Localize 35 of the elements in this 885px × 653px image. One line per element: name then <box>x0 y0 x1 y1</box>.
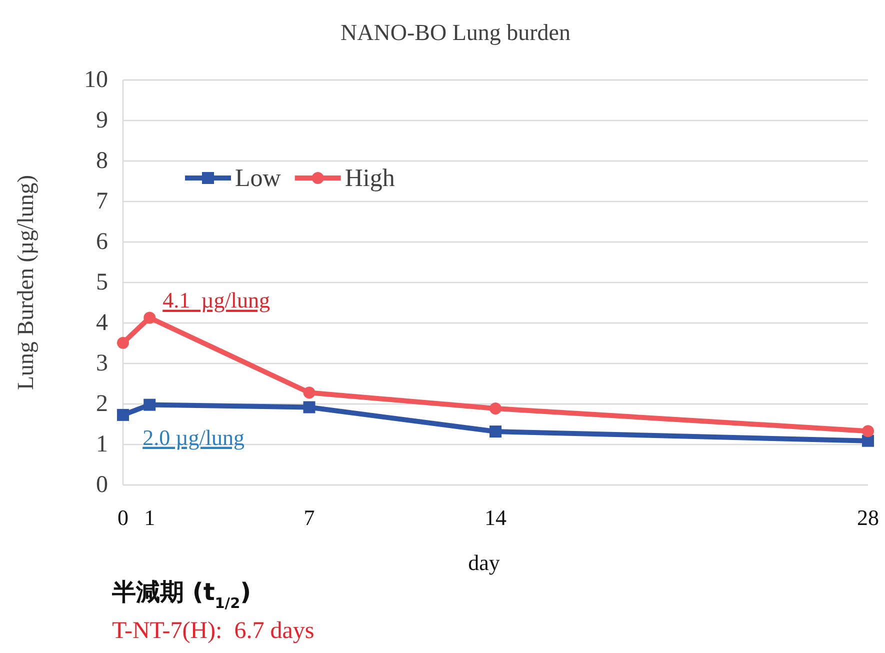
point <box>117 408 129 421</box>
x-tick-label: 14 <box>484 505 506 530</box>
point <box>490 426 502 438</box>
y-tick-label: 0 <box>96 472 108 498</box>
y-tick-label: 3 <box>96 350 108 376</box>
point <box>117 336 129 349</box>
x-tick-label: 28 <box>857 505 879 530</box>
y-tick-label: 9 <box>96 108 108 134</box>
text: 半減期 (t$_{1/2}$) <box>111 578 252 612</box>
y-tick-label: 1 <box>96 432 108 458</box>
x-tick-label: 0 <box>118 505 128 530</box>
legend-label: High <box>344 164 396 192</box>
y-tick-label: 6 <box>96 229 108 255</box>
x-axis-title: day <box>468 550 500 575</box>
y-tick-label: 7 <box>96 188 108 214</box>
y-tick-label: 5 <box>96 270 108 296</box>
point <box>144 312 156 324</box>
x-tick-label: 1 <box>144 505 156 530</box>
annotation: 2.0 µg/lung <box>142 424 245 450</box>
point <box>303 401 316 414</box>
point <box>862 425 874 438</box>
point <box>144 398 156 411</box>
y-tick-label: 4 <box>96 310 108 336</box>
chart-title: NANO-BO Lung burden <box>340 20 571 45</box>
text: T-NT-7(H): 6.7 days <box>112 618 314 644</box>
annotation: 4.1 µg/lung <box>162 288 270 313</box>
legend-label: Low <box>235 164 281 192</box>
y-tick-label: 2 <box>96 391 108 417</box>
y-tick-label: 10 <box>84 67 108 93</box>
point <box>303 386 316 399</box>
y-tick-label: 8 <box>96 148 108 174</box>
point <box>490 402 502 414</box>
point <box>862 434 874 447</box>
x-tick-label: 7 <box>304 505 315 530</box>
y-axis-title: Lung Burden (µg/lung) <box>13 174 38 390</box>
